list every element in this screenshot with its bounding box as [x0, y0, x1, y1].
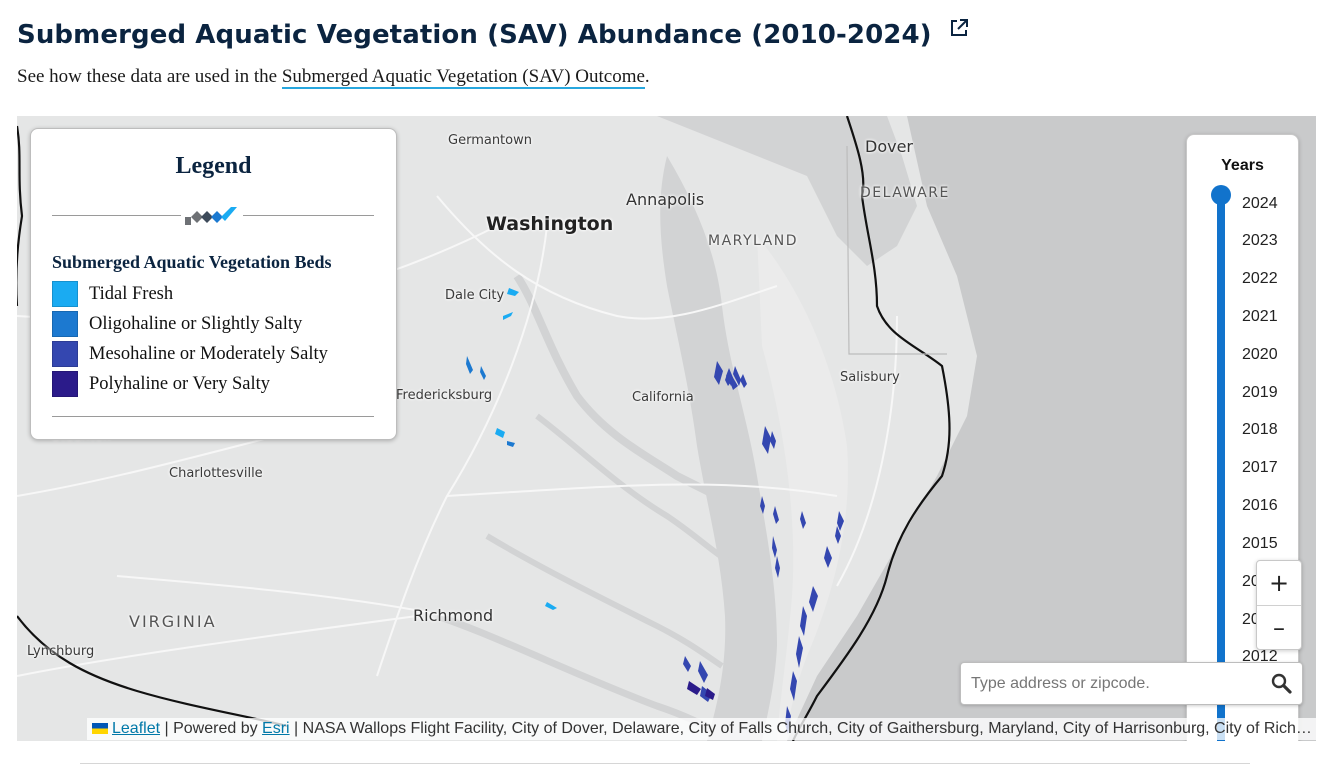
place-annapolis: Annapolis: [626, 190, 705, 209]
place-charlottesville: Charlottesville: [169, 466, 263, 481]
zoom-in-button[interactable]: +: [1268, 569, 1290, 597]
cbp-logo-icon: [181, 203, 243, 229]
external-link-icon[interactable]: [948, 17, 970, 39]
place-dover: Dover: [865, 137, 913, 156]
search-icon[interactable]: [1270, 672, 1294, 696]
legend-heading: Submerged Aquatic Vegetation Beds: [52, 252, 332, 272]
year-slider-handle[interactable]: [1211, 185, 1231, 205]
legend-item-label: Oligohaline or Slightly Salty: [89, 313, 303, 334]
address-search: [960, 662, 1303, 705]
legend-item-mesohaline: Mesohaline or Moderately Salty: [52, 339, 328, 369]
year-2019[interactable]: 2019: [1242, 384, 1278, 401]
swatch-oligohaline: [52, 311, 78, 337]
place-maryland: MARYLAND: [708, 233, 798, 249]
place-richmond: Richmond: [413, 606, 494, 625]
map-container[interactable]: Germantown Dover DELAWARE Annapolis Wash…: [17, 116, 1316, 741]
year-2023[interactable]: 2023: [1242, 232, 1278, 249]
place-delaware: DELAWARE: [860, 185, 950, 201]
place-california: California: [632, 390, 694, 405]
legend-panel: Legend Submerged Aquatic Vegetation Beds…: [30, 128, 397, 440]
legend-item-oligohaline: Oligohaline or Slightly Salty: [52, 309, 328, 339]
place-lynchburg: Lynchburg: [27, 644, 95, 659]
year-2015[interactable]: 2015: [1242, 535, 1278, 552]
place-washington: Washington: [486, 213, 614, 235]
zoom-control: + –: [1256, 560, 1302, 650]
year-2020[interactable]: 2020: [1242, 346, 1278, 363]
leaflet-link[interactable]: Leaflet: [112, 720, 161, 737]
legend-item-label: Polyhaline or Very Salty: [89, 373, 271, 394]
powered-by-text: | Powered by: [160, 720, 263, 737]
legend-item-polyhaline: Polyhaline or Very Salty: [52, 369, 328, 399]
subtitle: See how these data are used in the Subme…: [17, 66, 650, 89]
sav-outcome-link[interactable]: Submerged Aquatic Vegetation (SAV) Outco…: [281, 66, 645, 89]
subtitle-prefix: See how these data are used in the: [17, 66, 282, 87]
footer-divider: [80, 763, 1250, 764]
year-2022[interactable]: 2022: [1242, 270, 1278, 287]
year-2021[interactable]: 2021: [1242, 308, 1278, 325]
map-attribution: Leaflet | Powered by Esri | NASA Wallops…: [87, 718, 1316, 740]
year-2018[interactable]: 2018: [1242, 421, 1278, 438]
address-search-input[interactable]: [969, 663, 1263, 704]
place-salisbury: Salisbury: [840, 370, 900, 385]
legend-item-label: Mesohaline or Moderately Salty: [89, 343, 328, 364]
place-fredericksburg: Fredericksburg: [396, 388, 493, 403]
place-virginia: VIRGINIA: [129, 612, 217, 631]
years-title: Years: [1221, 157, 1264, 174]
place-germantown: Germantown: [448, 133, 532, 148]
subtitle-suffix: .: [644, 66, 650, 87]
page-title: Submerged Aquatic Vegetation (SAV) Abund…: [17, 20, 932, 50]
basemap: [17, 116, 1316, 741]
title-row: Submerged Aquatic Vegetation (SAV) Abund…: [17, 17, 970, 50]
esri-link[interactable]: Esri: [262, 720, 290, 737]
legend-item-label: Tidal Fresh: [89, 283, 174, 304]
year-2024[interactable]: 2024: [1242, 195, 1278, 212]
ukraine-flag-icon: [92, 719, 108, 734]
swatch-polyhaline: [52, 371, 78, 397]
legend-divider-bottom: [52, 416, 374, 417]
year-2012[interactable]: 2012: [1242, 648, 1278, 665]
year-2017[interactable]: 2017: [1242, 459, 1278, 476]
year-slider-track[interactable]: [1217, 193, 1225, 741]
swatch-tidal-fresh: [52, 281, 78, 307]
legend-item-tidal-fresh: Tidal Fresh: [52, 279, 328, 309]
legend-title: Legend: [175, 153, 252, 179]
legend-list: Tidal Fresh Oligohaline or Slightly Salt…: [52, 279, 328, 399]
zoom-out-button[interactable]: –: [1257, 605, 1301, 650]
swatch-mesohaline: [52, 341, 78, 367]
attribution-sources: | NASA Wallops Flight Facility, City of …: [289, 720, 1316, 737]
year-2016[interactable]: 2016: [1242, 497, 1278, 514]
place-dale-city: Dale City: [445, 288, 505, 303]
